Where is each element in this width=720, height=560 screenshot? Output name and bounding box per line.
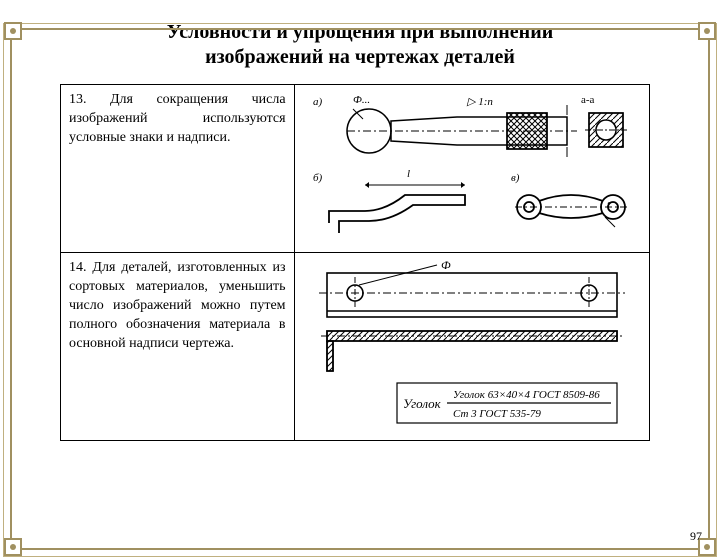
page-number: 97 (690, 529, 702, 544)
corner-ornament-bl (4, 538, 22, 556)
slide-inner-frame (3, 23, 717, 557)
corner-ornament-tl (4, 22, 22, 40)
corner-ornament-tr (698, 22, 716, 40)
